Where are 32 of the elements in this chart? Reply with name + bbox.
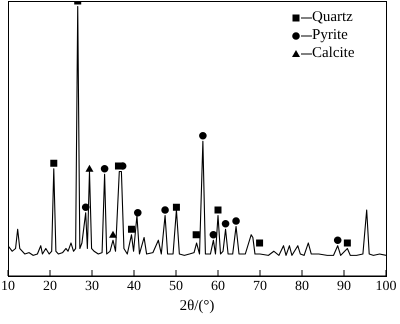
x-tick-label: 80 (295, 278, 309, 294)
point (210, 230, 218, 239)
point (256, 240, 264, 246)
point (85, 164, 94, 172)
point (214, 206, 222, 214)
point (344, 240, 351, 246)
legend-label: Calcite (312, 45, 354, 61)
point (82, 203, 90, 212)
point (128, 226, 135, 233)
point (109, 230, 117, 238)
point (334, 236, 342, 244)
x-tick-label: 100 (376, 278, 396, 294)
x-tick-label: 20 (43, 278, 57, 294)
legend-label: Pyrite (312, 27, 348, 43)
point (50, 160, 58, 167)
point (100, 164, 108, 173)
point (192, 231, 200, 238)
point (134, 208, 142, 217)
x-tick-label: 30 (85, 278, 99, 294)
point (222, 220, 230, 228)
x-tick-label: 50 (169, 278, 183, 294)
x-tick-label: 70 (253, 278, 267, 294)
x-tick-label: 40 (127, 278, 141, 294)
x-tick-label: 90 (337, 278, 351, 294)
legend-label: Quartz (312, 9, 353, 25)
point (232, 217, 240, 225)
x-axis-title: 2θ/(°) (178, 298, 216, 315)
x-tick-label: 60 (211, 278, 225, 294)
point (172, 204, 180, 211)
point (161, 206, 169, 214)
x-tick-label: 10 (1, 278, 15, 294)
point (199, 132, 207, 140)
